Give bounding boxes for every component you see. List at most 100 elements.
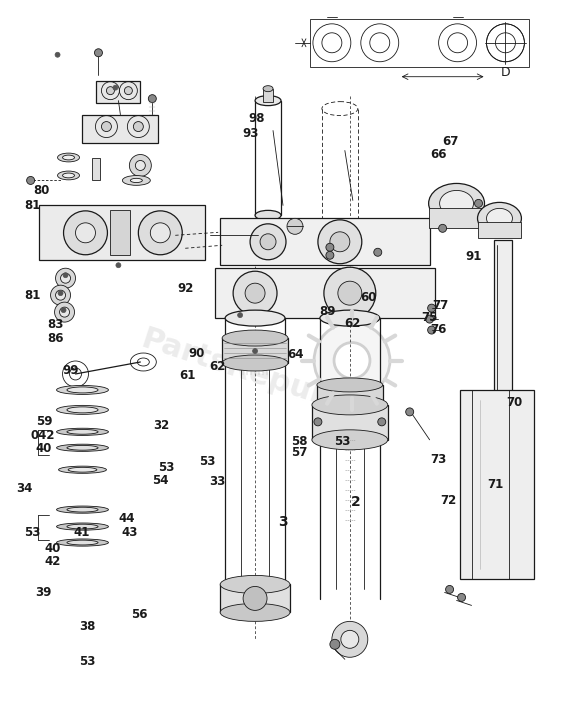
Ellipse shape [57, 428, 108, 435]
Text: PartsRepublik: PartsRepublik [137, 324, 374, 426]
Circle shape [94, 49, 102, 57]
Bar [222, 338, 288, 363]
Circle shape [428, 304, 436, 312]
Ellipse shape [220, 603, 290, 622]
Text: 38: 38 [79, 620, 95, 633]
Text: 67: 67 [442, 136, 459, 149]
Text: 72: 72 [440, 495, 456, 508]
Ellipse shape [222, 330, 288, 346]
Ellipse shape [320, 310, 380, 326]
Text: 56: 56 [131, 608, 148, 621]
Circle shape [27, 177, 35, 185]
Ellipse shape [62, 173, 74, 178]
Circle shape [332, 622, 368, 658]
Circle shape [139, 211, 182, 255]
Circle shape [428, 326, 436, 334]
Ellipse shape [67, 407, 98, 413]
Text: 75: 75 [421, 311, 438, 324]
Text: 92: 92 [177, 282, 194, 295]
Ellipse shape [440, 190, 474, 216]
Ellipse shape [57, 523, 108, 530]
Text: 90: 90 [189, 347, 205, 360]
Text: 89: 89 [319, 305, 336, 318]
Text: 43: 43 [122, 526, 138, 539]
Ellipse shape [263, 86, 273, 92]
Circle shape [287, 218, 303, 234]
Ellipse shape [429, 183, 485, 224]
Ellipse shape [225, 310, 285, 326]
Ellipse shape [122, 175, 151, 185]
Text: D: D [500, 66, 510, 79]
Circle shape [330, 640, 340, 650]
Circle shape [253, 348, 257, 353]
Text: 41: 41 [73, 526, 90, 539]
Circle shape [133, 122, 143, 131]
Circle shape [250, 224, 286, 260]
Text: 62: 62 [209, 360, 225, 373]
Text: 57: 57 [291, 446, 308, 459]
Bar [220, 585, 290, 612]
Circle shape [314, 418, 322, 426]
Circle shape [260, 234, 276, 249]
Circle shape [151, 223, 170, 243]
Ellipse shape [312, 395, 388, 415]
Text: 2: 2 [351, 495, 361, 509]
Bar [263, 89, 273, 102]
Circle shape [56, 290, 65, 300]
Ellipse shape [487, 208, 512, 229]
Circle shape [341, 630, 359, 648]
Circle shape [102, 122, 111, 131]
Text: 42: 42 [45, 554, 61, 567]
Text: 40: 40 [45, 541, 61, 554]
Text: 93: 93 [243, 128, 259, 141]
Text: 80: 80 [34, 184, 50, 197]
Text: 76: 76 [430, 323, 446, 336]
Circle shape [237, 313, 243, 318]
Text: 39: 39 [35, 585, 51, 598]
Bar [82, 115, 158, 143]
Ellipse shape [317, 398, 383, 412]
Circle shape [55, 302, 74, 322]
Text: 042: 042 [30, 429, 55, 442]
Circle shape [51, 286, 70, 305]
Circle shape [406, 408, 414, 416]
Circle shape [76, 223, 95, 243]
Circle shape [135, 161, 145, 170]
Ellipse shape [59, 466, 106, 473]
Bar [110, 211, 131, 255]
Circle shape [243, 586, 267, 611]
Circle shape [330, 232, 350, 252]
Text: 3: 3 [278, 516, 288, 529]
Bar [93, 159, 101, 180]
Circle shape [124, 87, 132, 94]
Text: 99: 99 [62, 364, 78, 377]
Text: 62: 62 [345, 317, 361, 330]
Circle shape [233, 271, 277, 315]
Circle shape [61, 273, 70, 283]
Text: 44: 44 [118, 511, 135, 524]
Ellipse shape [57, 171, 80, 180]
Circle shape [314, 322, 390, 399]
Text: 53: 53 [199, 455, 215, 468]
Text: 53: 53 [158, 461, 174, 474]
Text: 53: 53 [334, 435, 350, 448]
Circle shape [113, 85, 118, 90]
Ellipse shape [62, 155, 74, 160]
Ellipse shape [57, 386, 108, 394]
Ellipse shape [222, 355, 288, 371]
Text: 59: 59 [36, 415, 52, 428]
Circle shape [63, 273, 68, 278]
Ellipse shape [57, 444, 108, 451]
Circle shape [438, 224, 446, 232]
Circle shape [148, 94, 156, 102]
Circle shape [425, 315, 433, 323]
Text: 58: 58 [291, 435, 308, 448]
Circle shape [61, 308, 66, 313]
Circle shape [374, 248, 382, 256]
Circle shape [324, 267, 376, 319]
Bar [312, 405, 388, 440]
Circle shape [338, 281, 362, 305]
Text: 32: 32 [154, 419, 170, 432]
Circle shape [56, 268, 76, 288]
Bar [39, 205, 205, 260]
